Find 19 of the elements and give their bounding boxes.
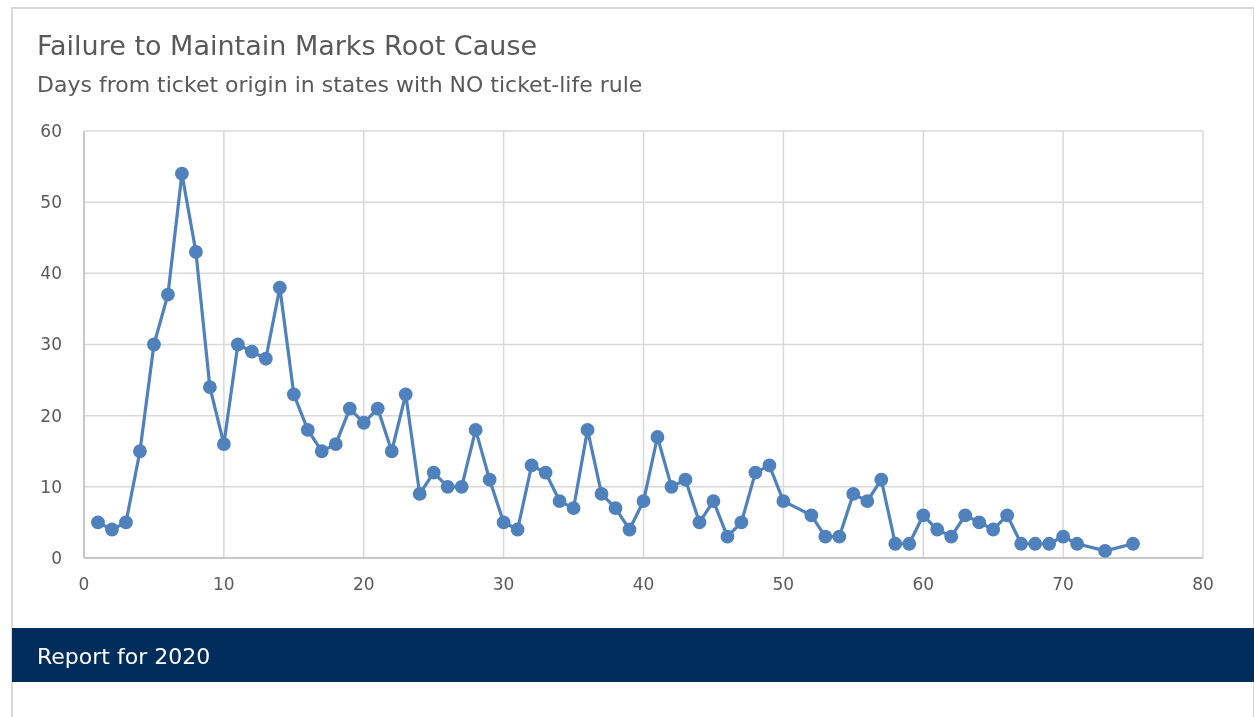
x-tick-label: 70 — [1052, 574, 1074, 594]
chart-subtitle: Days from ticket origin in states with NO ticket-life rule — [37, 72, 643, 97]
y-tick-label: 30 — [40, 334, 62, 355]
y-tick-label: 20 — [40, 405, 62, 426]
y-tick-label: 10 — [40, 476, 62, 497]
chart-title: Failure to Maintain Marks Root Cause — [37, 30, 538, 61]
y-tick-label: 40 — [40, 263, 62, 284]
text: Report for 2020 — [37, 644, 211, 669]
y-tick-label: 50 — [40, 192, 62, 213]
x-tick-label: 80 — [1192, 574, 1214, 594]
x-tick-label: 0 — [78, 574, 90, 594]
y-tick-label: 0 — [51, 547, 62, 568]
y-tick-label: 60 — [40, 120, 62, 141]
x-tick-label: 20 — [352, 574, 375, 594]
x-tick-label: 10 — [213, 574, 235, 594]
x-tick-label: 60 — [912, 574, 935, 594]
x-tick-label: 40 — [632, 574, 655, 594]
x-tick-label: 50 — [772, 574, 795, 594]
x-tick-label: 30 — [492, 574, 515, 594]
